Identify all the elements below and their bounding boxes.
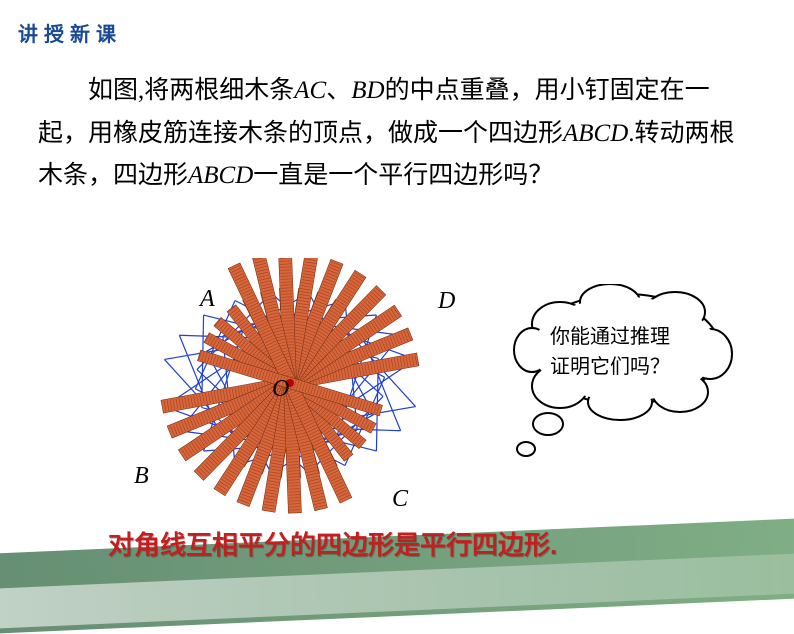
var-abcd2: ABCD — [188, 162, 253, 189]
label-a: A — [200, 286, 215, 313]
var-ac: AC — [294, 77, 326, 104]
conclusion-text: 对角线互相平分的四边形是平行四边形. — [108, 525, 557, 562]
section-header: 讲授新课 — [18, 18, 122, 47]
diagram-svg — [120, 258, 460, 518]
text-part: 如图,将两根细木条 — [88, 77, 294, 104]
diagram: A B C D O — [120, 258, 460, 518]
label-d: D — [438, 288, 455, 315]
var-bd: BD — [351, 77, 384, 104]
thought-bubble: 你能通过推理 证明它们吗？ — [510, 284, 740, 434]
text-part: 、 — [326, 77, 351, 104]
var-abcd1: ABCD — [563, 120, 628, 147]
text-part: 一直是一个平行四边形吗？ — [253, 162, 553, 189]
bubble-line2: 证明它们吗？ — [550, 356, 670, 378]
paragraph: 如图,将两根细木条AC、BD的中点重叠，用小钉固定在一起，用橡皮筋连接木条的顶点… — [38, 70, 756, 198]
label-b: B — [134, 463, 149, 490]
bubble-text: 你能通过推理 证明它们吗？ — [550, 322, 710, 382]
bubble-line1: 你能通过推理 — [550, 326, 670, 348]
label-o: O — [272, 376, 289, 403]
label-c: C — [392, 486, 408, 513]
